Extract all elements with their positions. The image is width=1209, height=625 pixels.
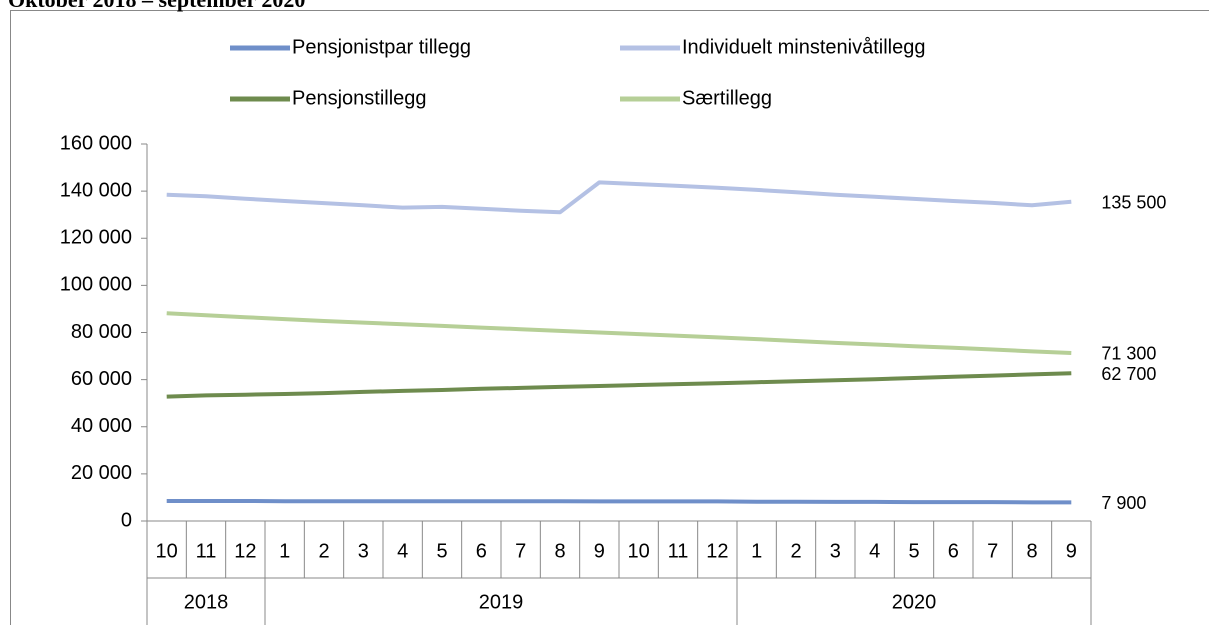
series-line xyxy=(166,371,1072,399)
x-group-label: 2020 xyxy=(892,591,937,613)
y-tick-label: 160 000 xyxy=(60,132,132,154)
y-tick-label: 140 000 xyxy=(60,179,132,201)
x-tick-label: 10 xyxy=(628,540,650,562)
legend-label: Pensjonistpar tillegg xyxy=(292,36,471,58)
chart-title: Oktober 2018 – september 2020 xyxy=(8,0,305,12)
x-tick-label: 3 xyxy=(830,540,841,562)
series-line xyxy=(166,180,1072,215)
x-tick-label: 7 xyxy=(515,540,526,562)
series-line xyxy=(166,499,1072,505)
x-tick-label: 4 xyxy=(869,540,880,562)
x-group-label: 2019 xyxy=(479,591,524,613)
series-line xyxy=(166,311,1072,355)
data-label: 135 500 xyxy=(1101,192,1166,212)
legend-label: Individuelt minstenivåtillegg xyxy=(682,36,925,58)
x-tick-label: 10 xyxy=(156,540,178,562)
x-tick-label: 12 xyxy=(234,540,256,562)
y-tick-label: 100 000 xyxy=(60,274,132,296)
x-tick-label: 1 xyxy=(751,540,762,562)
x-tick-label: 7 xyxy=(987,540,998,562)
x-tick-label: 6 xyxy=(948,540,959,562)
x-tick-label: 5 xyxy=(436,540,447,562)
y-tick-label: 0 xyxy=(121,509,132,531)
data-label: 71 300 xyxy=(1101,344,1156,364)
y-tick-label: 80 000 xyxy=(71,321,132,343)
y-tick-label: 120 000 xyxy=(60,227,132,249)
x-tick-label: 8 xyxy=(1026,540,1037,562)
x-tick-label: 4 xyxy=(397,540,408,562)
y-tick-label: 20 000 xyxy=(71,462,132,484)
x-tick-label: 5 xyxy=(908,540,919,562)
x-tick-label: 2 xyxy=(318,540,329,562)
legend-label: Særtillegg xyxy=(682,87,772,109)
data-label: 7 900 xyxy=(1101,493,1146,513)
x-tick-label: 8 xyxy=(554,540,565,562)
x-tick-label: 1 xyxy=(279,540,290,562)
x-tick-label: 12 xyxy=(706,540,728,562)
legend-label: Pensjonstillegg xyxy=(292,87,427,109)
x-tick-label: 3 xyxy=(358,540,369,562)
x-tick-label: 11 xyxy=(668,540,689,562)
x-tick-label: 2 xyxy=(790,540,801,562)
x-tick-label: 6 xyxy=(476,540,487,562)
x-group-label: 2018 xyxy=(184,591,229,613)
y-tick-label: 40 000 xyxy=(71,415,132,437)
x-tick-label: 9 xyxy=(594,540,605,562)
y-tick-label: 60 000 xyxy=(71,368,132,390)
chart-frame xyxy=(10,10,1209,625)
x-tick-label: 11 xyxy=(196,540,217,562)
data-label: 62 700 xyxy=(1101,364,1156,384)
x-tick-label: 9 xyxy=(1066,540,1077,562)
